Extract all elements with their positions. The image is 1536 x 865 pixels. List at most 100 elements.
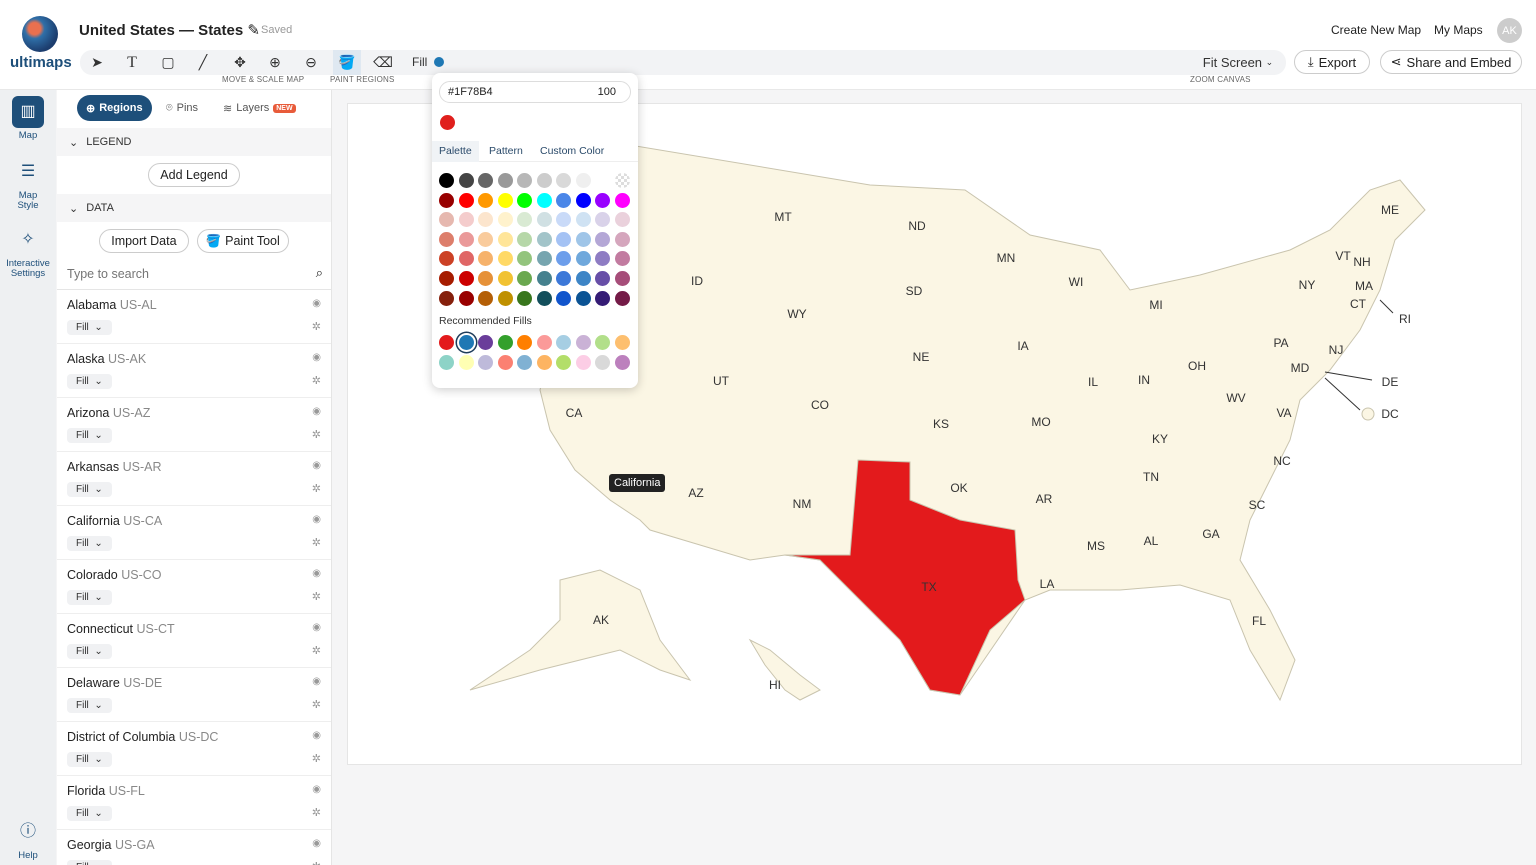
tab-pins[interactable]: ⌾ Pins	[157, 95, 207, 121]
recommended-swatch[interactable]	[536, 335, 552, 350]
palette-swatch[interactable]	[536, 231, 552, 247]
palette-swatch[interactable]	[458, 231, 474, 247]
paint-tool-button[interactable]: 🪣 Paint Tool	[196, 229, 289, 253]
palette-swatch[interactable]	[614, 212, 630, 228]
palette-swatch[interactable]	[478, 290, 493, 306]
my-maps-link[interactable]: My Maps	[1434, 23, 1483, 37]
palette-swatch[interactable]	[595, 290, 610, 306]
palette-swatch[interactable]	[556, 251, 571, 267]
recommended-swatch[interactable]	[458, 335, 474, 350]
share-embed-button[interactable]: ⋖ Share and Embed	[1380, 50, 1522, 74]
move-icon[interactable]: ✥	[234, 54, 246, 70]
palette-swatch[interactable]	[497, 290, 513, 306]
recommended-swatch[interactable]	[556, 355, 571, 370]
region-fill-dropdown[interactable]: Fill ⌄	[67, 644, 112, 659]
palette-swatch[interactable]	[497, 271, 513, 286]
palette-swatch[interactable]	[517, 212, 532, 228]
palette-swatch[interactable]	[517, 251, 532, 267]
eye-icon[interactable]: ◉	[312, 784, 321, 795]
recommended-swatch[interactable]	[595, 355, 610, 370]
recommended-swatch[interactable]	[439, 335, 454, 350]
dc-marker[interactable]	[1361, 407, 1375, 421]
eye-icon[interactable]: ◉	[312, 406, 321, 417]
palette-swatch[interactable]	[439, 192, 454, 208]
palette-swatch[interactable]	[478, 231, 493, 247]
palette-swatch[interactable]	[458, 192, 474, 208]
palette-swatch[interactable]	[497, 251, 513, 267]
import-data-button[interactable]: Import Data	[99, 229, 189, 253]
recommended-swatch[interactable]	[478, 335, 493, 350]
palette-swatch[interactable]	[478, 192, 493, 208]
zoom-in-icon[interactable]: ⊕	[269, 54, 281, 70]
palette-swatch[interactable]	[517, 290, 532, 306]
region-row[interactable]: Connecticut US-CT Fill ⌄ ◉ ✲	[57, 614, 331, 668]
magic-wand-icon[interactable]: ✲	[311, 591, 321, 603]
picker-tab-pattern[interactable]: Pattern	[489, 145, 523, 157]
palette-swatch[interactable]	[536, 290, 552, 306]
paint-bucket-icon[interactable]: 🪣	[333, 50, 361, 75]
palette-swatch[interactable]	[458, 251, 474, 267]
eye-icon[interactable]: ◉	[312, 838, 321, 849]
pencil-icon[interactable]: ✎	[247, 22, 260, 39]
recommended-swatch[interactable]	[517, 335, 532, 350]
recommended-swatch[interactable]	[614, 335, 630, 350]
legend-section-header[interactable]: ⌄ LEGEND	[57, 128, 331, 156]
logo[interactable]: ultimaps	[10, 16, 72, 71]
region-fill-dropdown[interactable]: Fill ⌄	[67, 320, 112, 335]
eye-icon[interactable]: ◉	[312, 514, 321, 525]
magic-wand-icon[interactable]: ✲	[311, 429, 321, 441]
eye-icon[interactable]: ◉	[312, 298, 321, 309]
state-texas[interactable]	[784, 459, 1026, 696]
region-fill-dropdown[interactable]: Fill ⌄	[67, 860, 112, 865]
palette-swatch[interactable]	[439, 251, 454, 267]
eye-icon[interactable]: ◉	[312, 568, 321, 579]
palette-swatch[interactable]	[439, 231, 454, 247]
palette-swatch[interactable]	[614, 271, 630, 286]
eraser-icon[interactable]: ⌫	[373, 54, 393, 70]
palette-swatch[interactable]	[478, 173, 493, 188]
opacity-value[interactable]: 100	[597, 86, 616, 98]
palette-swatch[interactable]	[556, 212, 571, 228]
palette-swatch[interactable]	[595, 231, 610, 247]
zoom-out-icon[interactable]: ⊖	[305, 54, 317, 70]
magic-wand-icon[interactable]: ✲	[311, 483, 321, 495]
eye-icon[interactable]: ◉	[312, 730, 321, 741]
eye-icon[interactable]: ◉	[312, 622, 321, 633]
palette-swatch[interactable]	[536, 173, 552, 188]
region-fill-dropdown[interactable]: Fill ⌄	[67, 752, 112, 767]
palette-swatch[interactable]	[497, 231, 513, 247]
rail-item-interactive-settings[interactable]: ✧ Interactive Settings	[0, 224, 56, 279]
palette-swatch[interactable]	[575, 290, 591, 306]
palette-swatch[interactable]	[575, 251, 591, 267]
region-row[interactable]: Arizona US-AZ Fill ⌄ ◉ ✲	[57, 398, 331, 452]
magic-wand-icon[interactable]: ✲	[311, 807, 321, 819]
region-row[interactable]: California US-CA Fill ⌄ ◉ ✲	[57, 506, 331, 560]
recommended-swatch[interactable]	[614, 355, 630, 370]
palette-swatch[interactable]	[458, 290, 474, 306]
palette-swatch[interactable]	[614, 192, 630, 208]
state-alaska[interactable]	[469, 569, 692, 691]
palette-swatch[interactable]	[595, 271, 610, 286]
palette-swatch[interactable]	[478, 271, 493, 286]
avatar[interactable]: AK	[1497, 18, 1522, 43]
rail-item-map[interactable]: ▥ Map	[0, 96, 56, 141]
recommended-swatch[interactable]	[458, 355, 474, 370]
export-button[interactable]: ⤓ Export	[1294, 50, 1370, 74]
fill-label[interactable]: Fill	[412, 55, 428, 69]
palette-swatch[interactable]	[439, 212, 454, 228]
palette-swatch[interactable]	[439, 271, 454, 286]
magic-wand-icon[interactable]: ✲	[312, 860, 321, 865]
palette-swatch[interactable]	[556, 231, 571, 247]
rail-item-map-style[interactable]: ☰ Map Style	[0, 156, 56, 211]
picker-tab-custom-color[interactable]: Custom Color	[540, 145, 605, 157]
rectangle-tool-icon[interactable]: ▢	[161, 54, 175, 70]
palette-swatch[interactable]	[556, 271, 571, 286]
region-row[interactable]: Arkansas US-AR Fill ⌄ ◉ ✲	[57, 452, 331, 506]
rail-item-help[interactable]: ⓘ Help	[0, 816, 56, 861]
magic-wand-icon[interactable]: ✲	[311, 699, 321, 711]
region-row[interactable]: Colorado US-CO Fill ⌄ ◉ ✲	[57, 560, 331, 614]
map-title[interactable]: United States — States ✎	[79, 21, 260, 39]
palette-swatch[interactable]	[497, 192, 513, 208]
palette-swatch[interactable]	[575, 212, 591, 228]
palette-swatch[interactable]	[517, 231, 532, 247]
